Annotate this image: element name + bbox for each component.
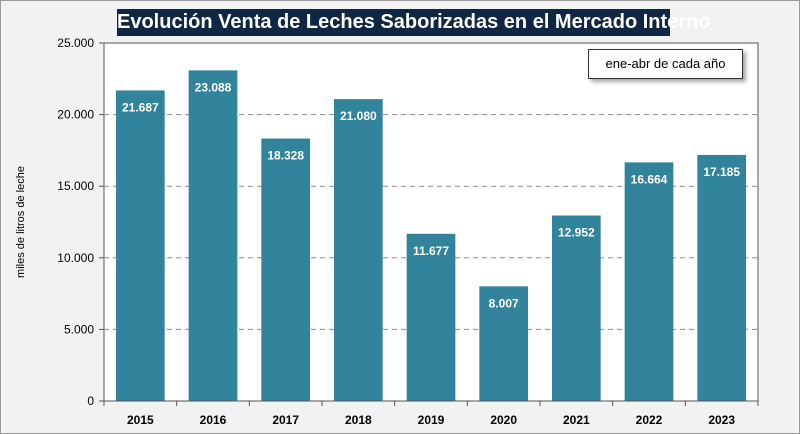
period-note: ene-abr de cada año [588, 49, 743, 79]
bar-value-label: 21.687 [122, 100, 159, 114]
x-tick-label: 2016 [200, 413, 227, 427]
bar-2018 [333, 99, 383, 401]
x-tick-label: 2023 [708, 413, 735, 427]
bar-value-label: 18.328 [267, 149, 304, 163]
bars: 21.687 23.088 18.328 21.080 11.677 8.007 12.95… [115, 70, 747, 402]
bar-2021 [551, 215, 601, 401]
bar-value-label: 11.677 [413, 244, 449, 258]
bar-value-label: 21.080 [340, 109, 377, 123]
y-axis: 0 5.000 10.000 15.000 20.000 25.000 [57, 36, 104, 408]
y-tick-label: 10.000 [57, 251, 94, 265]
y-tick-label: 20.000 [57, 108, 94, 122]
bar-2017 [261, 138, 311, 402]
y-tick-label: 15.000 [57, 179, 94, 193]
x-tick-label: 2018 [345, 413, 372, 427]
bar-value-label: 23.088 [195, 80, 232, 94]
bar-2022 [624, 162, 674, 401]
bar-2015 [115, 90, 165, 401]
bar-value-label: 12.952 [558, 226, 595, 240]
y-tick-label: 5.000 [64, 322, 94, 336]
bar-value-label: 16.664 [631, 172, 668, 186]
x-tick-label: 2022 [636, 413, 663, 427]
x-tick-label: 2017 [272, 413, 299, 427]
chart-title: Evolución Venta de Leches Saborizadas en… [117, 9, 711, 36]
y-tick-label: 0 [87, 394, 94, 408]
bar-2019 [406, 233, 456, 401]
bar-value-label: 17.185 [703, 165, 740, 179]
x-tick-label: 2015 [127, 413, 154, 427]
bar-value-label: 8.007 [489, 296, 519, 310]
bar-2020 [479, 286, 529, 401]
y-tick-label: 25.000 [57, 36, 94, 50]
y-axis-title: miles de litros de leche [15, 166, 27, 278]
x-axis: 2015 2016 2017 2018 2019 2020 2021 2022 2023 [103, 400, 759, 427]
bar-2016 [188, 70, 238, 402]
bar-2023 [697, 154, 747, 401]
x-tick-label: 2021 [563, 413, 590, 427]
x-tick-label: 2020 [490, 413, 517, 427]
x-tick-label: 2019 [418, 413, 445, 427]
